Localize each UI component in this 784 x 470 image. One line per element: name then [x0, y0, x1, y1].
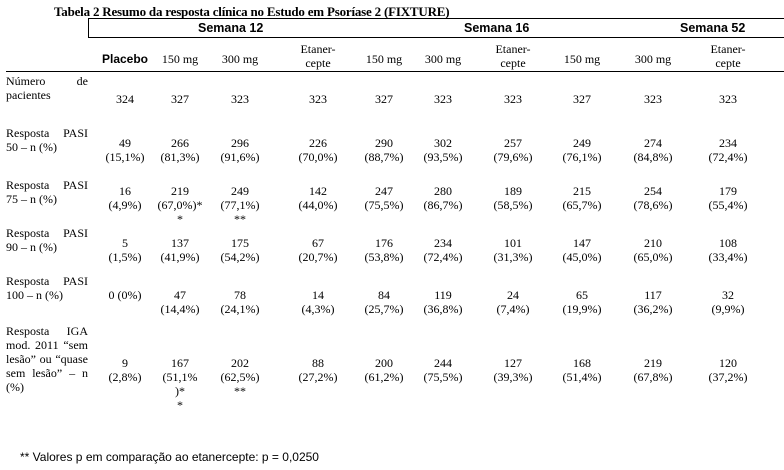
table-cell: 88 (27,2%)	[298, 356, 338, 384]
footnote: ** Valores p em comparação ao etanercept…	[20, 450, 319, 464]
table-cell: 274 (84,8%)	[633, 136, 673, 164]
row-label-4: Resposta PASI 90 – n (%)	[6, 226, 88, 254]
column-header-5: 150 mg	[365, 52, 403, 66]
table-cell: 323	[504, 92, 522, 106]
table-cell: 32 (9,9%)	[711, 288, 745, 316]
table-cell: 14 (4,3%)	[301, 288, 335, 316]
header-left-rule	[88, 18, 89, 37]
table-cell: 323	[231, 92, 249, 106]
table-cell: 327	[171, 92, 189, 106]
row-label-2: Resposta PASI 50 – n (%)	[6, 126, 88, 154]
table-cell: 296 (91,6%)	[220, 136, 260, 164]
column-header-2: 150 mg	[161, 52, 199, 66]
table-cell: 324	[116, 92, 134, 106]
table-cell: 280 (86,7%)	[423, 184, 463, 212]
column-header-1: Placebo	[101, 52, 149, 66]
week-16-header: Semana 16	[464, 21, 530, 35]
column-header-3: 300 mg	[221, 52, 259, 66]
table-cell: 67 (20,7%)	[298, 236, 338, 264]
table-cell: 323	[644, 92, 662, 106]
week-52-header: Semana 52	[680, 21, 746, 35]
table-cell: 176 (53,8%)	[364, 236, 404, 264]
table-cell: 244 (75,5%)	[423, 356, 463, 384]
table-cell: 168 (51,4%)	[562, 356, 602, 384]
table-cell: 202 (62,5%) **	[220, 356, 260, 398]
column-header-9: 300 mg	[634, 52, 672, 66]
table-cell: 167 (51,1% )* *	[162, 356, 198, 412]
table-cell: 47 (14,4%)	[160, 288, 200, 316]
row-label-5: Resposta PASI 100 – n (%)	[6, 274, 88, 302]
table-cell: 266 (81,3%)	[160, 136, 200, 164]
table-cell: 147 (45,0%)	[562, 236, 602, 264]
column-header-6: 300 mg	[424, 52, 462, 66]
column-header-7: Etaner- cepte	[495, 42, 531, 70]
table-cell: 0 (0%)	[108, 288, 142, 302]
table-cell: 290 (88,7%)	[364, 136, 404, 164]
table-cell: 249 (76,1%)	[562, 136, 602, 164]
table-cell: 101 (31,3%)	[493, 236, 533, 264]
table-cell: 215 (65,7%)	[562, 184, 602, 212]
table-cell: 247 (75,5%)	[364, 184, 404, 212]
row-label-1: Número de pacientes	[6, 74, 88, 102]
table-cell: 323	[309, 92, 327, 106]
table-cell: 16 (4,9%)	[108, 184, 142, 212]
table-cell: 120 (37,2%)	[708, 356, 748, 384]
table-cell: 108 (33,4%)	[708, 236, 748, 264]
table-cell: 234 (72,4%)	[423, 236, 463, 264]
table-cell: 117 (36,2%)	[633, 288, 673, 316]
table-cell: 179 (55,4%)	[708, 184, 748, 212]
table-cell: 65 (19,9%)	[562, 288, 602, 316]
column-header-8: 150 mg	[563, 52, 601, 66]
table-title: Tabela 2 Resumo da resposta clínica no E…	[54, 4, 450, 19]
table-cell: 189 (58,5%)	[493, 184, 533, 212]
row-label-6: Resposta IGA mod. 2011 “sem lesão” ou “q…	[6, 324, 88, 394]
table-cell: 254 (78,6%)	[633, 184, 673, 212]
table-cell: 5 (1,5%)	[108, 236, 142, 264]
week-12-header: Semana 12	[198, 21, 264, 35]
table-cell: 119 (36,8%)	[423, 288, 463, 316]
table-cell: 323	[719, 92, 737, 106]
header-mid-rule	[88, 37, 784, 38]
table-cell: 142 (44,0%)	[298, 184, 338, 212]
table-cell: 257 (79,6%)	[493, 136, 533, 164]
table-cell: 219 (67,0%)* *	[157, 184, 203, 226]
table-cell: 49 (15,1%)	[105, 136, 145, 164]
table-cell: 127 (39,3%)	[493, 356, 533, 384]
table-cell: 219 (67,8%)	[633, 356, 673, 384]
column-header-4: Etaner- cepte	[300, 42, 336, 70]
table-cell: 210 (65,0%)	[633, 236, 673, 264]
table-cell: 302 (93,5%)	[423, 136, 463, 164]
column-header-10: Etaner- cepte	[710, 42, 746, 70]
table-cell: 226 (70,0%)	[298, 136, 338, 164]
table-cell: 78 (24,1%)	[220, 288, 260, 316]
header-bottom-rule	[6, 71, 784, 72]
header-top-rule	[88, 18, 784, 19]
table-cell: 200 (61,2%)	[364, 356, 404, 384]
table-cell: 137 (41,9%)	[160, 236, 200, 264]
table-cell: 175 (54,2%)	[220, 236, 260, 264]
row-label-3: Resposta PASI 75 – n (%)	[6, 178, 88, 206]
table-cell: 84 (25,7%)	[364, 288, 404, 316]
table-cell: 24 (7,4%)	[496, 288, 530, 316]
table-cell: 323	[434, 92, 452, 106]
table-cell: 327	[375, 92, 393, 106]
table-cell: 327	[573, 92, 591, 106]
table-cell: 249 (77,1%) **	[220, 184, 260, 226]
table-cell: 9 (2,8%)	[108, 356, 142, 384]
table-cell: 234 (72,4%)	[708, 136, 748, 164]
